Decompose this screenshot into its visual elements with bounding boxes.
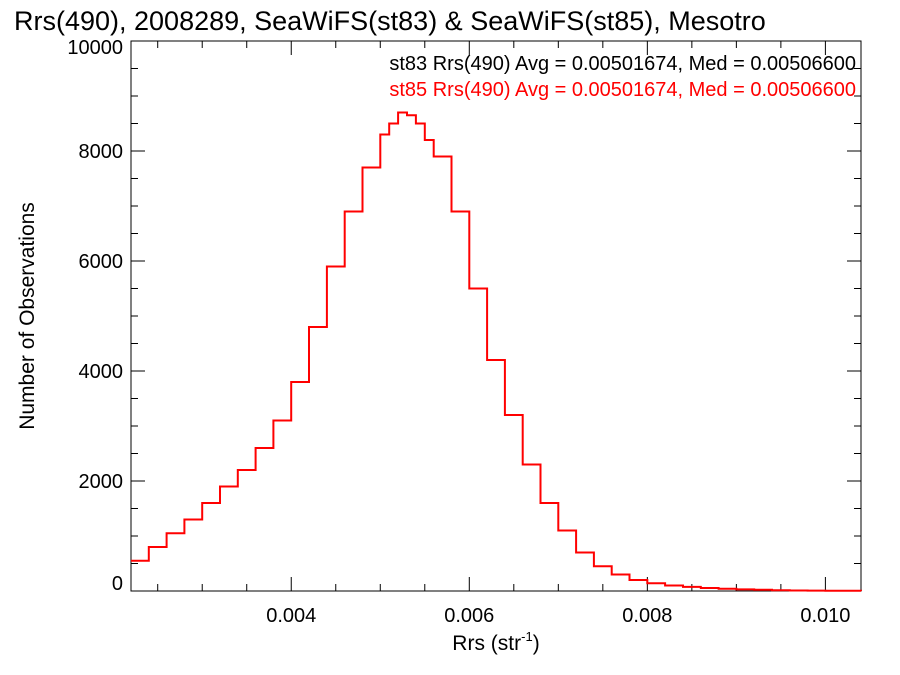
histogram-series-line	[131, 111, 862, 592]
y-axis-label: Number of Observations	[16, 202, 39, 430]
x-tick-label: 0.008	[622, 605, 672, 627]
x-axis-label: Rrs (str-1)	[452, 629, 539, 655]
y-tick-label: 2000	[79, 471, 124, 493]
x-axis: 0.004 0.006 0.008 0.010	[157, 41, 850, 627]
legend-annotations: st83 Rrs(490) Avg = 0.00501674, Med = 0.…	[389, 53, 856, 101]
y-tick-label: 6000	[79, 251, 124, 273]
x-axis-label-text: Rrs (str	[452, 632, 521, 655]
x-axis-label-superscript: -1	[521, 629, 533, 644]
annotation-line: st83 Rrs(490) Avg = 0.00501674, Med = 0.…	[389, 53, 856, 75]
x-tick-label: 0.010	[800, 605, 850, 627]
y-axis: 0 2000 4000 6000 8000 10000	[67, 37, 861, 595]
x-axis-label-close: )	[533, 632, 540, 655]
chart-title: Rrs(490), 2008289, SeaWiFS(st83) & SeaWi…	[14, 6, 766, 36]
annotation-line: st85 Rrs(490) Avg = 0.00501674, Med = 0.…	[389, 79, 856, 101]
y-tick-label: 8000	[79, 141, 124, 163]
plot-frame	[130, 40, 862, 592]
x-tick-label: 0.006	[444, 605, 494, 627]
y-tick-label: 0	[112, 573, 123, 595]
y-tick-label: 10000	[67, 37, 123, 59]
y-tick-label: 4000	[79, 361, 124, 383]
x-tick-label: 0.004	[266, 605, 316, 627]
